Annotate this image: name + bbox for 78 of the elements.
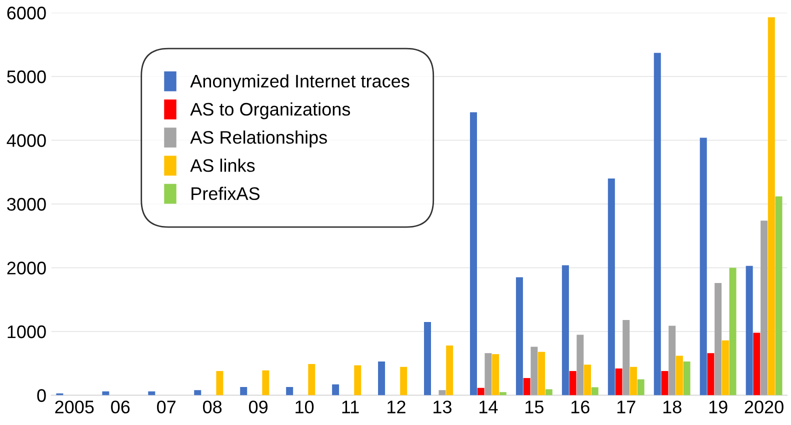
- legend-label: Anonymized Internet traces: [190, 74, 410, 92]
- bar: [668, 326, 676, 396]
- bar: [562, 265, 569, 396]
- bar: [700, 138, 707, 396]
- y-tick-label: 3000: [7, 198, 46, 211]
- bar: [262, 370, 270, 396]
- bar: [707, 353, 714, 396]
- bar: [591, 387, 598, 396]
- legend-label: AS links: [190, 158, 255, 172]
- bar: [424, 322, 431, 396]
- y-tick-label: 1000: [8, 325, 46, 338]
- bar: [722, 340, 729, 396]
- bar: [378, 361, 386, 396]
- bar: [484, 353, 492, 396]
- x-tick-label: 2005: [55, 400, 94, 414]
- x-tick-label: 11: [342, 400, 359, 414]
- bar: [538, 352, 546, 396]
- bar: [584, 364, 591, 396]
- bar: [654, 52, 661, 396]
- x-tick-label: 07: [157, 400, 176, 414]
- y-tick-label: 4000: [6, 134, 46, 147]
- bar: [470, 112, 477, 396]
- bar: [760, 220, 768, 396]
- x-tick-label: 18: [663, 400, 682, 414]
- bar: [630, 366, 637, 396]
- bar: [400, 366, 408, 396]
- bar: [194, 390, 202, 396]
- x-tick-label: 12: [388, 400, 406, 414]
- bar: [676, 356, 683, 396]
- bar: [438, 390, 446, 396]
- bar: [492, 354, 500, 396]
- x-tick-label: 17: [617, 400, 636, 414]
- bar: [332, 384, 340, 396]
- x-tick-label: 13: [434, 400, 452, 414]
- bar: [148, 391, 156, 396]
- x-tick-label: 16: [571, 400, 590, 414]
- x-tick-label: 09: [248, 400, 268, 414]
- legend-label: AS Relationships: [190, 130, 327, 148]
- x-tick-label: 15: [526, 400, 544, 414]
- bar: [661, 371, 668, 396]
- bar: [768, 17, 775, 396]
- legend-label: AS to Organizations: [190, 102, 350, 120]
- bar: [569, 371, 576, 396]
- bar: [516, 277, 523, 396]
- x-tick-label: 2020: [744, 400, 784, 414]
- y-tick-label: 2000: [7, 262, 46, 274]
- bar: [499, 392, 506, 396]
- x-tick-label: 14: [480, 400, 498, 414]
- bar: [545, 389, 552, 396]
- bar: [775, 196, 782, 396]
- bar: [477, 388, 484, 396]
- bar: [530, 346, 538, 396]
- bar: [714, 283, 722, 396]
- bar: [446, 346, 454, 396]
- bar: [622, 320, 630, 396]
- y-tick-label: 6000: [7, 6, 46, 20]
- y-tick-label: 0: [37, 389, 46, 402]
- bar: [240, 386, 248, 396]
- x-tick-label: 10: [296, 400, 314, 414]
- bar: [576, 334, 584, 396]
- bar: [354, 365, 362, 396]
- bar: [286, 386, 294, 396]
- bar: [608, 178, 615, 396]
- legend-label: PrefixAS: [192, 186, 260, 200]
- bar: [729, 268, 736, 396]
- bar: [637, 379, 644, 396]
- bar: [216, 371, 224, 396]
- bar: [753, 332, 760, 396]
- x-tick-label: 19: [709, 400, 728, 414]
- x-tick-label: 08: [203, 400, 222, 414]
- bar: [683, 361, 690, 396]
- bar: [523, 378, 530, 396]
- x-tick-label: 06: [111, 400, 130, 414]
- bar: [615, 368, 622, 396]
- bar: [746, 266, 753, 396]
- bar: [102, 391, 110, 396]
- bar: [308, 364, 316, 396]
- y-tick-label: 5000: [7, 70, 46, 84]
